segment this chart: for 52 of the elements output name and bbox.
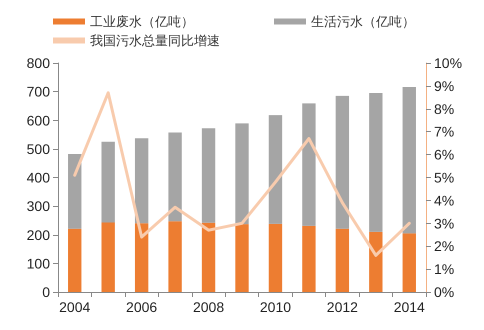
bar <box>202 128 216 223</box>
y2-tick-label: 4% <box>434 192 454 208</box>
bar <box>101 142 115 222</box>
y-tick-label: 600 <box>26 112 50 128</box>
y-tick-label: 500 <box>26 140 50 157</box>
bar <box>302 226 316 292</box>
bar <box>235 123 249 224</box>
legend-label: 我国污水总量同比增速 <box>90 33 220 48</box>
bar <box>302 103 316 226</box>
y2-tick-label: 9% <box>434 78 454 94</box>
x-tick-label: 2010 <box>260 299 292 315</box>
y2-tick-label: 3% <box>434 215 454 232</box>
bar <box>336 96 350 229</box>
x-tick-label: 2012 <box>326 299 358 315</box>
x-tick-label: 2008 <box>192 299 224 315</box>
legend-label: 生活污水（亿吨） <box>311 14 415 29</box>
bar <box>134 223 148 292</box>
y-tick-label: 300 <box>26 198 50 214</box>
y-tick-label: 400 <box>26 170 50 186</box>
bar <box>369 93 383 232</box>
bar <box>268 224 282 292</box>
bar <box>68 228 82 292</box>
y-tick-label: 700 <box>26 84 50 100</box>
bar <box>402 87 416 234</box>
bar <box>168 132 182 222</box>
bar <box>68 154 82 229</box>
bar <box>336 228 350 292</box>
legend-label: 工业废水（亿吨） <box>90 14 194 29</box>
bar <box>235 224 249 292</box>
bar <box>202 222 216 292</box>
bar <box>268 115 282 224</box>
y2-tick-label: 6% <box>434 146 454 163</box>
y-tick-label: 0 <box>42 284 50 300</box>
y2-tick-label: 0% <box>434 284 454 300</box>
y2-tick-label: 10% <box>434 55 462 71</box>
y2-tick-label: 8% <box>434 100 454 117</box>
y-tick-label: 200 <box>26 226 50 243</box>
bar <box>101 222 115 292</box>
x-tick-label: 2014 <box>394 299 426 315</box>
x-tick-label: 2004 <box>59 299 91 315</box>
y2-tick-label: 2% <box>434 238 454 254</box>
line-series <box>73 91 411 257</box>
bar <box>402 233 416 292</box>
y2-tick-label: 7% <box>434 124 454 140</box>
y2-tick-label: 5% <box>434 170 454 186</box>
bar <box>134 138 148 224</box>
y2-tick-label: 1% <box>434 261 454 278</box>
y-tick-label: 800 <box>26 55 50 71</box>
bar <box>168 221 182 292</box>
y-tick-label: 100 <box>26 255 50 272</box>
x-tick-label: 2006 <box>126 299 158 315</box>
bar <box>369 232 383 292</box>
